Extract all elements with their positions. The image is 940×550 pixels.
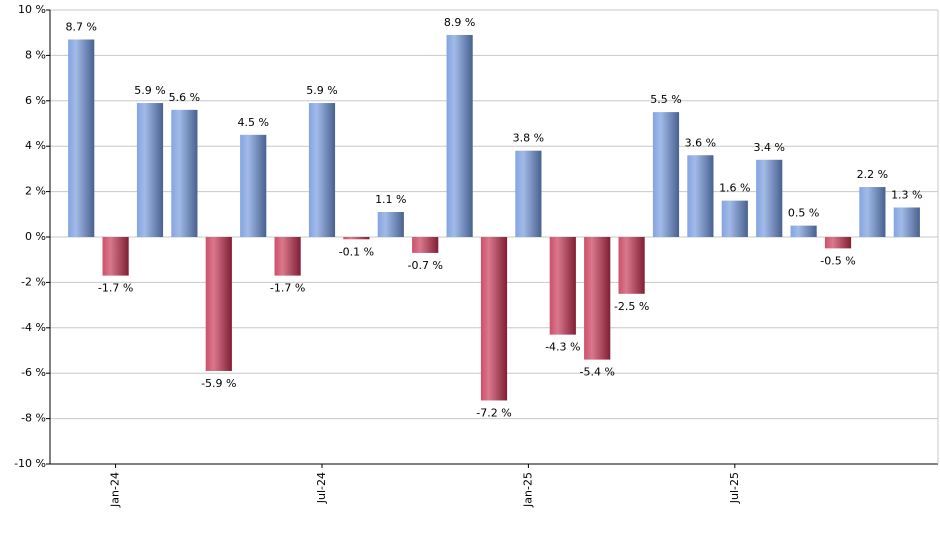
y-tick-label: -10 % [14,457,46,470]
data-label: -5.4 % [579,366,614,379]
y-tick-label: 10 % [18,3,46,16]
data-label: 8.9 % [444,16,475,29]
bar [893,207,920,237]
bar [308,103,336,237]
bar [446,34,473,237]
y-tick-label: 2 % [25,185,46,198]
bar [687,155,714,237]
y-tick-label: 6 % [25,94,46,107]
bar [584,237,611,360]
data-label: 0.5 % [788,207,819,220]
bar [549,237,576,335]
bar [824,237,852,249]
bar [377,212,404,237]
bar [790,225,817,237]
bar [618,237,645,294]
bar [652,112,680,237]
data-label: 5.9 % [134,84,165,97]
data-label: 1.6 % [719,182,750,195]
y-tick-label: -4 % [21,321,46,334]
bar [721,200,748,237]
data-label: -2.5 % [614,300,649,313]
data-label: -5.9 % [201,377,236,390]
data-label: 3.4 % [753,141,784,154]
x-tick-label: Jan-25 [521,472,534,508]
data-label: -1.7 % [98,282,133,295]
bar [274,237,301,276]
x-tick-label: Jul-24 [315,472,328,504]
data-label: 3.8 % [513,132,544,145]
x-tick-label: Jul-25 [728,472,741,504]
bar [859,187,886,237]
data-label: 1.3 % [891,188,922,201]
data-label: 5.9 % [306,84,337,97]
data-label: 8.7 % [65,21,96,34]
bar [240,134,267,237]
y-tick-label: -2 % [21,275,46,288]
data-label: -0.1 % [339,245,374,258]
data-label: 4.5 % [237,116,268,129]
data-label: 5.5 % [650,93,681,106]
y-tick-label: 0 % [25,230,46,243]
data-label: -1.7 % [270,282,305,295]
bar [343,237,370,240]
data-label: 1.1 % [375,193,406,206]
bar [412,237,439,253]
bar [756,159,783,237]
x-tick-label: Jan-24 [109,472,122,508]
data-label: -7.2 % [476,406,511,419]
bar [205,237,232,371]
data-label: 3.6 % [685,136,716,149]
bar [171,109,198,237]
data-label: -4.3 % [545,341,580,354]
bar [102,237,129,276]
y-tick-label: 4 % [25,139,46,152]
bar [480,237,508,401]
y-tick-label: -6 % [21,366,46,379]
data-label: 2.2 % [857,168,888,181]
bar [515,150,542,237]
bar [68,39,95,238]
data-label: -0.5 % [820,254,855,267]
bar [136,103,164,237]
y-tick-label: 8 % [25,48,46,61]
y-tick-label: -8 % [21,412,46,425]
data-label: -0.7 % [407,259,442,272]
data-label: 5.6 % [169,91,200,104]
